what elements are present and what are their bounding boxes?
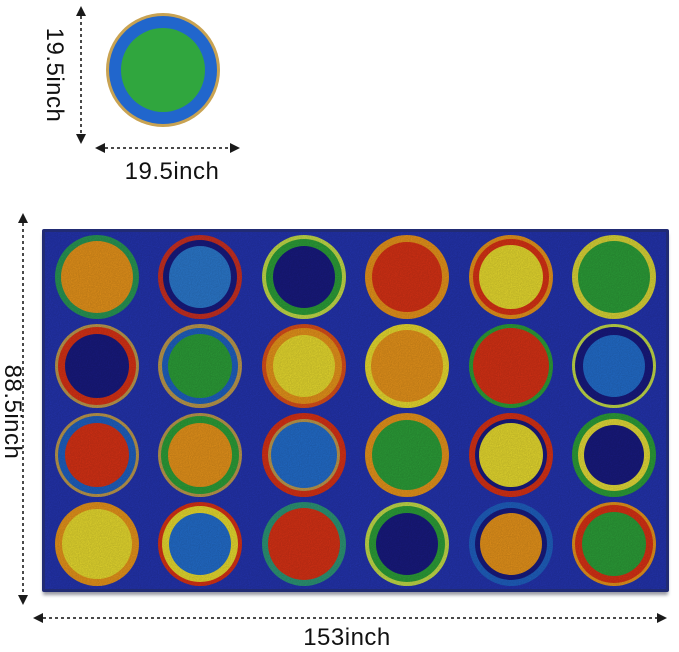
circle-ring-layer (582, 512, 647, 577)
rug-dot (468, 323, 553, 408)
arrowhead-down-icon (76, 134, 86, 144)
circle-ring-layer (272, 334, 335, 397)
circle-ring-layer (162, 506, 239, 583)
circle-ring-layer (163, 239, 238, 314)
rug-dot (54, 413, 139, 498)
circle-ring-layer (371, 329, 444, 402)
circle-ring-layer (583, 334, 646, 397)
arrowhead-left-icon (33, 613, 43, 623)
rug-dot (54, 234, 139, 319)
circle-ring-layer (578, 419, 651, 492)
rug-width-arrow (33, 613, 667, 623)
rug-dot (158, 413, 243, 498)
circle-ring-layer (168, 333, 233, 398)
circle-ring-layer (267, 508, 340, 581)
circle-ring-layer (64, 423, 129, 488)
rug-dot (572, 234, 657, 319)
rug-dot (468, 234, 553, 319)
circle-ring-layer (472, 327, 549, 404)
circle-ring-layer (162, 327, 239, 404)
rug-dot (572, 413, 657, 498)
circle-ring-layer (472, 238, 549, 315)
arrowhead-down-icon (18, 595, 28, 605)
rug-dot (54, 502, 139, 587)
swatch-height-label: 19.5inch (41, 27, 68, 123)
circle-ring-layer (109, 16, 217, 124)
swatch-width-label: 19.5inch (124, 158, 220, 185)
rug-dot (158, 502, 243, 587)
rug-dot (158, 234, 243, 319)
circle-ring-layer (479, 513, 542, 576)
rug-dot (365, 413, 450, 498)
circle-ring-layer (575, 505, 654, 584)
circle-ring-layer (265, 238, 342, 315)
rug-width-label: 153inch (303, 624, 391, 651)
circle-ring-layer (267, 419, 340, 492)
circle-ring-layer (64, 333, 129, 398)
circle-ring-layer (372, 420, 443, 491)
rug-dot (468, 413, 553, 498)
circle-ring-layer (272, 245, 335, 308)
circle-ring-layer (61, 509, 132, 580)
rug-dot (572, 323, 657, 408)
rug-dot (261, 234, 346, 319)
circle-ring-layer (168, 423, 233, 488)
rug-dot (468, 502, 553, 587)
arrowhead-right-icon (657, 613, 667, 623)
arrowhead-right-icon (230, 143, 240, 153)
arrowhead-up-icon (76, 6, 86, 16)
seat-circle-swatch (106, 13, 220, 127)
rug-dot (54, 323, 139, 408)
rug-dot (158, 323, 243, 408)
circle-ring-layer (57, 326, 136, 405)
circle-ring-layer (161, 416, 240, 495)
circle-ring-layer (478, 423, 543, 488)
circle-ring-layer (376, 513, 439, 576)
swatch-height-arrow (76, 6, 86, 144)
rug-height-arrow (18, 213, 28, 605)
swatch-circle (106, 13, 220, 127)
swatch-width-arrow (95, 143, 240, 153)
arrowhead-left-icon (95, 143, 105, 153)
arrowhead-up-icon (18, 213, 28, 223)
circle-ring-layer (478, 244, 543, 309)
rug-dot (365, 234, 450, 319)
circle-ring-layer (369, 506, 446, 583)
dashed-line (105, 147, 230, 149)
circle-ring-layer (474, 419, 547, 492)
circle-ring-layer (575, 326, 654, 405)
rug-dot (365, 502, 450, 587)
circle-ring-layer (372, 241, 443, 312)
circle-ring-layer (578, 240, 651, 313)
dashed-line (80, 16, 82, 134)
circle-ring-layer (270, 422, 337, 489)
dashed-line (43, 617, 657, 619)
rug-dot (261, 413, 346, 498)
circle-ring-layer (169, 245, 232, 308)
circle-ring-layer (584, 425, 645, 486)
rug-dot (261, 502, 346, 587)
rug-height-label: 88.5inch (0, 364, 26, 460)
circle-ring-layer (474, 508, 547, 581)
circle-ring-layer (265, 327, 342, 404)
rug-dot (572, 502, 657, 587)
rug (42, 229, 669, 592)
circle-ring-layer (57, 416, 136, 495)
rug-dot (365, 323, 450, 408)
dashed-line (22, 223, 24, 595)
circle-ring-layer (169, 513, 232, 576)
circle-ring-layer (121, 28, 205, 112)
rug-dot (261, 323, 346, 408)
circle-ring-layer (60, 240, 133, 313)
